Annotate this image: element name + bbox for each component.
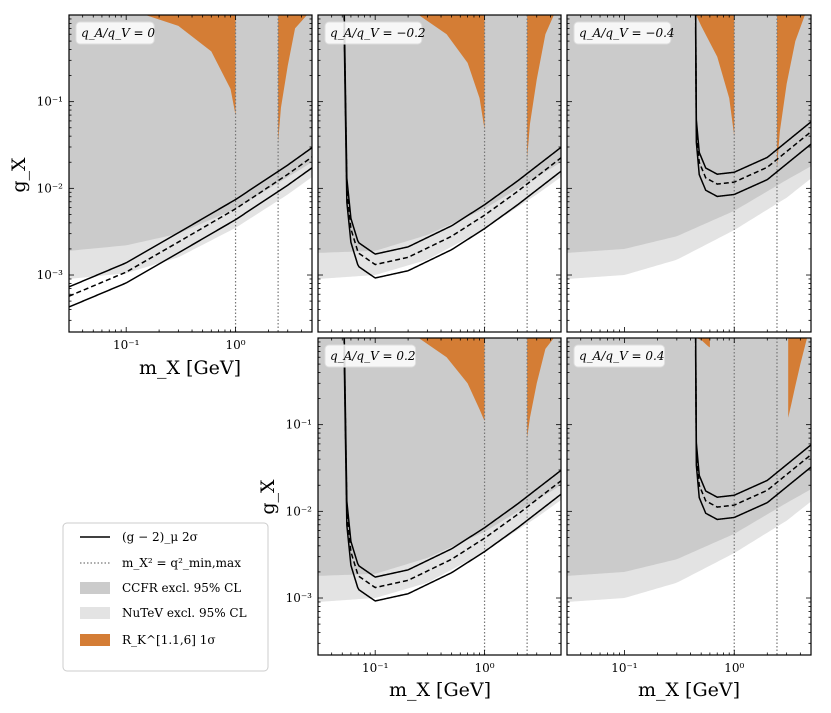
x-tick-label: 10⁻¹ xyxy=(362,661,388,675)
y-tick-label: 10⁻¹ xyxy=(37,95,63,109)
y-tick-label: 10⁻¹ xyxy=(286,418,312,432)
ccfr-exclusion-region xyxy=(567,15,811,253)
rk-region-1 xyxy=(145,15,236,116)
rk-region-1 xyxy=(418,338,485,422)
tick-marks xyxy=(566,14,812,332)
rk-region-1 xyxy=(696,338,710,348)
g2-central-curve xyxy=(343,338,561,589)
rk-region-1 xyxy=(418,15,485,130)
y-tick-label: 10⁻² xyxy=(286,504,313,518)
x-tick-label: 10⁰ xyxy=(724,661,744,675)
y-axis-label-1: g_X xyxy=(8,157,30,193)
legend-item-g2: (g − 2)_μ 2σ xyxy=(80,530,198,544)
x-axis-label-3: m_X [GeV] xyxy=(638,679,740,701)
panel-5: 10⁻¹ 10⁰ q_A/q_V = 0.4 xyxy=(566,337,812,675)
panel-frame xyxy=(566,337,812,656)
svg-text:q_A/q_V = −0.2: q_A/q_V = −0.2 xyxy=(330,26,426,40)
panel-annotation: q_A/q_V = 0.2 xyxy=(324,344,417,368)
legend-swatch xyxy=(80,607,110,619)
legend-item-nutev: NuTeV excl. 95% CL xyxy=(80,606,247,620)
svg-text:q_A/q_V = 0.4: q_A/q_V = 0.4 xyxy=(579,349,665,363)
legend: (g − 2)_μ 2σ m_X² = q²_min,max CCFR excl. … xyxy=(62,522,269,672)
rk-region-2 xyxy=(527,338,554,439)
g2-central-curve xyxy=(69,156,312,297)
ccfr-exclusion-region xyxy=(567,338,811,576)
tick-marks xyxy=(317,14,562,332)
rk-region-2 xyxy=(278,15,307,143)
panel-frame xyxy=(317,14,562,333)
panel-4: 10⁻³ 10⁻² 10⁻¹ 10⁻¹ 10⁰ q_A/q_V = 0.2 xyxy=(286,337,562,675)
legend-item-mx: m_X² = q²_min,max xyxy=(80,556,241,570)
panel-annotation: q_A/q_V = 0 xyxy=(75,21,155,45)
panel-frame xyxy=(68,14,313,333)
panel-1: 10⁻³ 10⁻² 10⁻¹ 10⁻¹ 10⁰ q_A/q_V = 0 xyxy=(37,14,313,352)
legend-label: CCFR excl. 95% CL xyxy=(122,581,241,595)
g2-lower-curve xyxy=(343,351,561,602)
axis-labels: m_X [GeV] m_X [GeV] m_X [GeV] g_X g_X xyxy=(8,157,740,701)
rk-region-2 xyxy=(776,15,805,169)
legend-swatch xyxy=(80,582,110,594)
x-axis-label-2: m_X [GeV] xyxy=(389,679,491,701)
y-tick-label: 10⁻³ xyxy=(37,268,64,282)
x-tick-label: 10⁻¹ xyxy=(113,338,139,352)
g2-lower-curve xyxy=(694,350,811,521)
legend-label: m_X² = q²_min,max xyxy=(122,556,241,570)
x-tick-label: 10⁻¹ xyxy=(611,661,637,675)
g2-lower-curve xyxy=(343,28,561,279)
x-tick-label: 10⁰ xyxy=(226,338,246,352)
g2-lower-curve xyxy=(69,167,312,308)
panel-annotation: q_A/q_V = 0.4 xyxy=(573,344,666,368)
g2-upper-curve xyxy=(69,147,312,288)
svg-text:q_A/q_V = −0.4: q_A/q_V = −0.4 xyxy=(579,26,675,40)
y-tick-label: 10⁻² xyxy=(37,181,64,195)
legend-box xyxy=(62,522,269,672)
y-axis-label-2: g_X xyxy=(257,479,279,515)
tick-marks xyxy=(566,337,812,655)
g2-upper-curve xyxy=(343,15,561,255)
panel-3: q_A/q_V = −0.4 xyxy=(566,14,812,333)
legend-item-ccfr: CCFR excl. 95% CL xyxy=(80,581,241,595)
legend-swatch xyxy=(80,634,110,646)
panel-frame xyxy=(317,337,562,656)
legend-item-rk: R_K^[1.1,6] 1σ xyxy=(80,633,216,647)
tick-marks xyxy=(317,337,562,655)
panel-annotation: q_A/q_V = −0.4 xyxy=(573,21,675,45)
x-axis-label-1: m_X [GeV] xyxy=(139,357,241,379)
g2-upper-curve xyxy=(343,338,561,578)
rk-region-2 xyxy=(788,338,808,418)
rk-region-2 xyxy=(527,15,554,159)
chart-panels: 10⁻³ 10⁻² 10⁻¹ 10⁻¹ 10⁰ q_A/q_V = 0 q_A/q_V = … xyxy=(37,14,812,675)
panel-annotation: q_A/q_V = −0.2 xyxy=(324,21,426,45)
g2-upper-curve xyxy=(694,15,811,175)
legend-label: R_K^[1.1,6] 1σ xyxy=(122,633,216,647)
legend-label: NuTeV excl. 95% CL xyxy=(122,606,247,620)
ccfr-exclusion-region xyxy=(69,15,312,251)
g2-upper-curve xyxy=(694,338,811,498)
x-tick-label: 10⁰ xyxy=(475,661,495,675)
svg-text:q_A/q_V = 0.2: q_A/q_V = 0.2 xyxy=(330,349,416,363)
panel-frame xyxy=(566,14,812,333)
panel-2: q_A/q_V = −0.2 xyxy=(317,14,562,333)
rk-region-1 xyxy=(696,15,735,137)
y-tick-label: 10⁻³ xyxy=(286,591,313,605)
tick-marks xyxy=(68,14,313,332)
svg-text:q_A/q_V = 0: q_A/q_V = 0 xyxy=(81,26,155,40)
g2-lower-curve xyxy=(694,27,811,198)
g2-central-curve xyxy=(343,15,561,266)
legend-label: (g − 2)_μ 2σ xyxy=(122,530,198,544)
